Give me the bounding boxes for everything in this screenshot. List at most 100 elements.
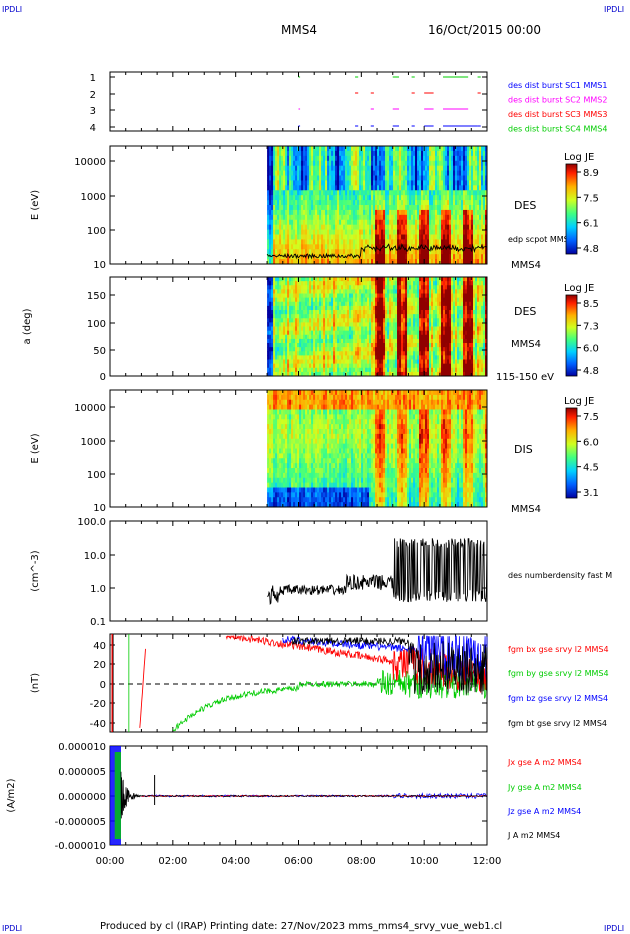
- heatmap-cell: [291, 318, 294, 323]
- heatmap-cell: [421, 200, 424, 206]
- heatmap-cell: [345, 371, 348, 377]
- heatmap-cell: [267, 150, 270, 157]
- heatmap-cell: [415, 355, 418, 361]
- heatmap-cell: [293, 234, 296, 240]
- heatmap-cell: [381, 297, 384, 303]
- heatmap-cell: [471, 209, 474, 216]
- heatmap-cell: [399, 318, 402, 323]
- heatmap-cell: [451, 200, 454, 206]
- heatmap-cell: [281, 281, 284, 286]
- heatmap-cell: [409, 249, 412, 255]
- heatmap-cell: [385, 160, 388, 167]
- heatmap-cell: [401, 146, 404, 152]
- heatmap-cell: [267, 351, 270, 356]
- heatmap-cell: [275, 224, 278, 231]
- heatmap-cell: [399, 200, 402, 206]
- heatmap-cell: [441, 200, 444, 206]
- heatmap-cell: [463, 209, 466, 216]
- heatmap-cell: [293, 209, 296, 216]
- heatmap-cell: [453, 205, 456, 211]
- heatmap-cell: [447, 254, 450, 260]
- heatmap-cell: [415, 175, 418, 181]
- heatmap-cell: [383, 297, 386, 303]
- heatmap-cell: [287, 214, 290, 221]
- heatmap-cell: [395, 347, 398, 352]
- heatmap-cell: [367, 355, 370, 361]
- heatmap-cell: [429, 310, 432, 315]
- heatmap-cell: [395, 170, 398, 176]
- heatmap-cell: [343, 310, 346, 315]
- heatmap-cell: [311, 185, 314, 191]
- heatmap-cell: [271, 330, 274, 336]
- heatmap-cell: [295, 185, 298, 191]
- heatmap-cell: [339, 318, 342, 323]
- heatmap-cell: [419, 180, 422, 186]
- heatmap-cell: [471, 185, 474, 191]
- heatmap-cell: [339, 314, 342, 319]
- heatmap-cell: [391, 310, 394, 315]
- heatmap-cell: [311, 160, 314, 167]
- heatmap-cell: [381, 185, 384, 191]
- heatmap-cell: [443, 165, 446, 172]
- heatmap-cell: [361, 310, 364, 315]
- heatmap-cell: [337, 165, 340, 172]
- heatmap-cell: [371, 254, 374, 260]
- heatmap-cell: [319, 244, 322, 250]
- heatmap-cell: [391, 281, 394, 286]
- heatmap-cell: [421, 297, 424, 303]
- heatmap-cell: [357, 214, 360, 221]
- heatmap-cell: [281, 293, 284, 299]
- heatmap-cell: [427, 277, 430, 282]
- heatmap-cell: [407, 310, 410, 315]
- heatmap-cell: [433, 259, 436, 265]
- heatmap-cell: [451, 185, 454, 191]
- heatmap-cell: [441, 146, 444, 152]
- heatmap-cell: [333, 170, 336, 176]
- heatmap-cell: [473, 209, 476, 216]
- heatmap-cell: [317, 195, 320, 201]
- heatmap-cell: [339, 229, 342, 235]
- heatmap-cell: [419, 305, 422, 311]
- heatmap-cell: [389, 293, 392, 299]
- heatmap-cell: [445, 239, 448, 245]
- heatmap-cell: [411, 338, 414, 344]
- heatmap-cell: [355, 170, 358, 176]
- heatmap-cell: [429, 195, 432, 201]
- heatmap-cell: [299, 285, 302, 290]
- heatmap-cell: [349, 322, 352, 328]
- heatmap-cell: [345, 146, 348, 152]
- heatmap-cell: [361, 355, 364, 361]
- heatmap-cell: [325, 338, 328, 344]
- heatmap-cell: [473, 150, 476, 157]
- heatmap-cell: [271, 180, 274, 186]
- heatmap-cell: [421, 195, 424, 201]
- heatmap-cell: [285, 330, 288, 336]
- heatmap-cell: [313, 359, 316, 365]
- heatmap-cell: [319, 338, 322, 344]
- heatmap-cell: [331, 214, 334, 221]
- heatmap-cell: [431, 359, 434, 365]
- heatmap-cell: [433, 367, 436, 373]
- heatmap-cell: [433, 363, 436, 369]
- heatmap-cell: [313, 285, 316, 290]
- heatmap-cell: [397, 155, 400, 162]
- heatmap-cell: [387, 338, 390, 344]
- heatmap-cell: [483, 224, 486, 231]
- heatmap-cell: [273, 334, 276, 340]
- heatmap-cell: [435, 209, 438, 216]
- heatmap-cell: [381, 314, 384, 319]
- heatmap-cell: [335, 355, 338, 361]
- heatmap-cell: [313, 170, 316, 176]
- heatmap-cell: [397, 180, 400, 186]
- heatmap-cell: [427, 239, 430, 245]
- heatmap-cell: [393, 150, 396, 157]
- heatmap-cell: [325, 224, 328, 231]
- heatmap-cell: [271, 229, 274, 235]
- heatmap-cell: [321, 205, 324, 211]
- heatmap-cell: [373, 277, 376, 282]
- heatmap-cell: [329, 219, 332, 226]
- heatmap-cell: [269, 297, 272, 303]
- heatmap-cell: [355, 190, 358, 196]
- heatmap-cell: [267, 334, 270, 340]
- heatmap-cell: [329, 363, 332, 369]
